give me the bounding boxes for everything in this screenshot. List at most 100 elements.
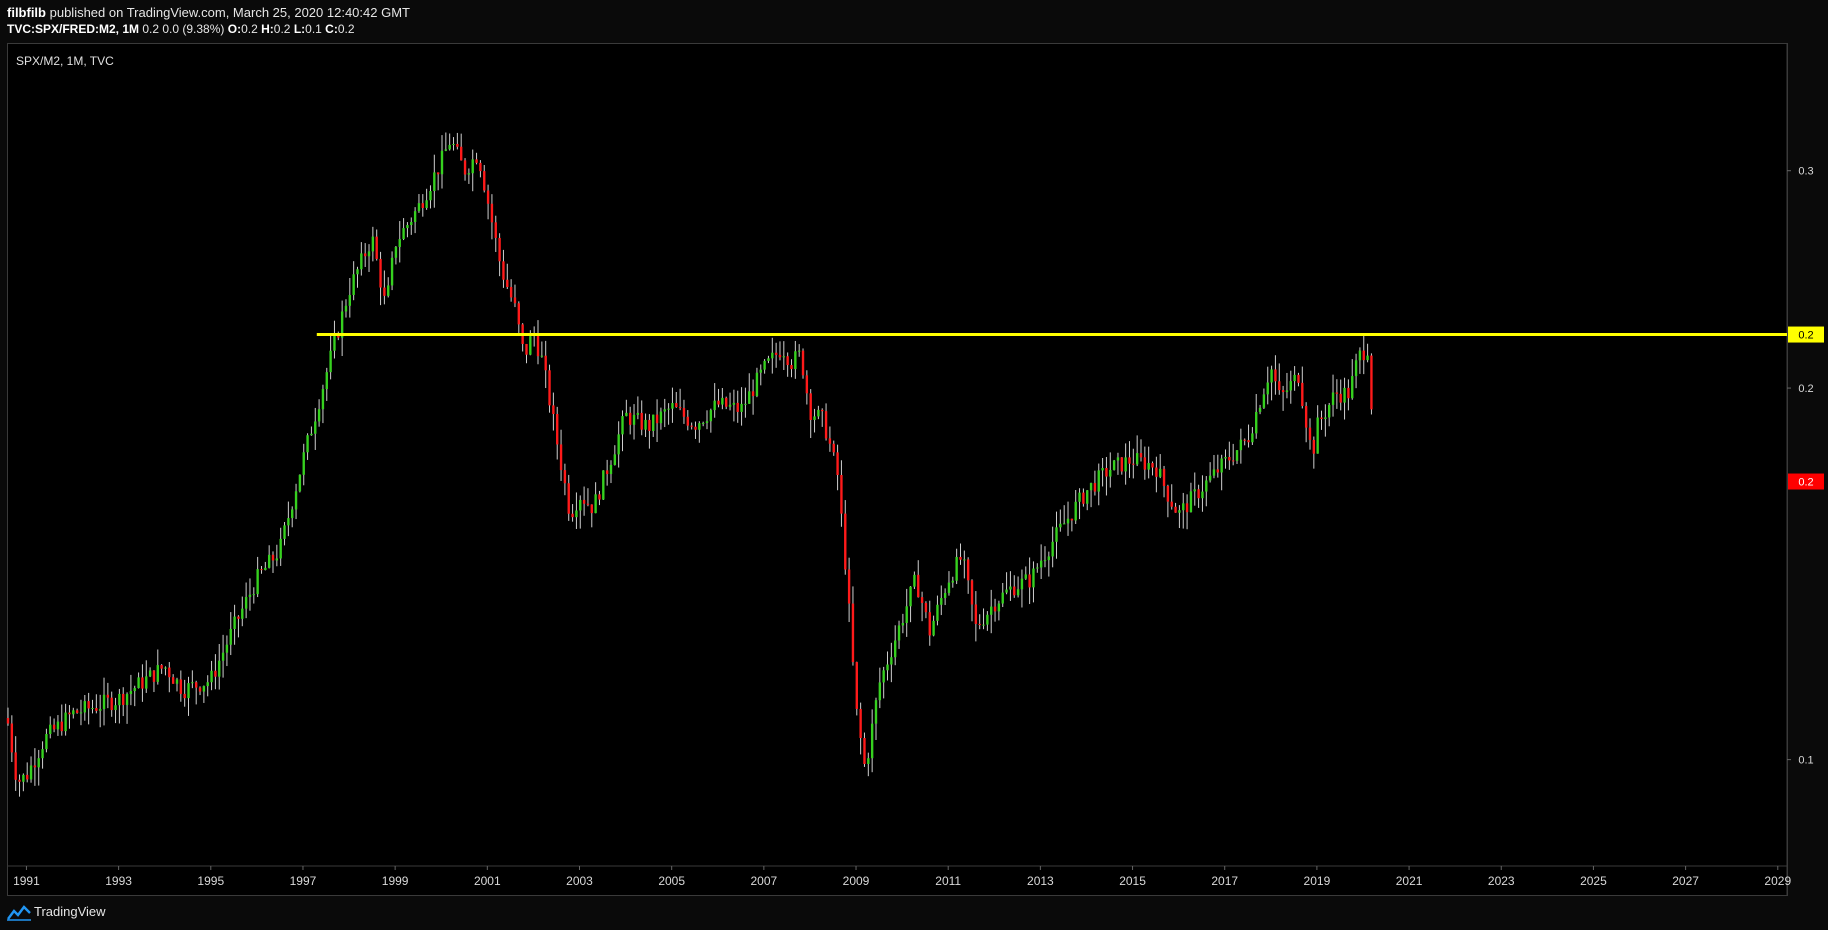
candle-body <box>22 774 25 782</box>
candle-body <box>559 444 563 471</box>
candle-body <box>563 470 567 484</box>
x-tick-label: 1997 <box>290 874 317 888</box>
candle-body <box>617 434 620 455</box>
candle-body <box>682 408 686 417</box>
candle-body <box>321 389 325 410</box>
candle-body <box>951 580 954 583</box>
author-name[interactable]: filbfilb <box>7 5 46 20</box>
candle-body <box>387 285 390 296</box>
candle-body <box>1093 483 1097 492</box>
candle-body <box>156 665 159 682</box>
candle-body <box>1358 350 1362 361</box>
candle-body <box>1016 589 1020 596</box>
candle-body <box>302 452 305 475</box>
candle-body <box>417 203 421 212</box>
candle-body <box>709 410 713 422</box>
candle-body <box>275 558 279 561</box>
candle-body <box>152 670 156 682</box>
candle-body <box>133 688 136 692</box>
candle-body <box>413 211 417 222</box>
candle-body <box>371 236 375 252</box>
footer-brand[interactable]: TradingView <box>34 904 106 919</box>
candle-body <box>1078 492 1081 502</box>
candle-body <box>525 343 528 355</box>
candle-body <box>448 144 451 150</box>
candle-body <box>1097 470 1100 492</box>
candle-body <box>252 594 255 596</box>
candle-body <box>402 228 405 240</box>
candle-body <box>698 423 701 430</box>
candle-body <box>675 403 678 408</box>
candle-body <box>337 335 340 338</box>
candle-body <box>179 679 183 694</box>
candle-body <box>1262 394 1266 408</box>
candle-body <box>598 494 601 500</box>
candle-body <box>963 559 966 561</box>
candle-body <box>1139 453 1143 458</box>
candle-body <box>959 556 962 560</box>
candle-body <box>110 697 113 711</box>
candle-body <box>671 403 674 409</box>
x-tick-label: 1995 <box>197 874 224 888</box>
candle-body <box>1089 483 1093 491</box>
candle-body <box>874 700 878 724</box>
candle-body <box>183 693 186 699</box>
candle-body <box>705 421 709 423</box>
candle-body <box>79 712 83 714</box>
candle-body <box>1354 360 1358 377</box>
published-text: published on TradingView.com, March 25, … <box>46 5 410 20</box>
candle-body <box>1132 463 1135 465</box>
candle-body <box>187 683 190 699</box>
candle-body <box>767 358 770 361</box>
candle-body <box>690 425 693 427</box>
candle-body <box>164 667 167 669</box>
candle-body <box>805 375 809 394</box>
symbol-name: TVC:SPX/FRED:M2, 1M <box>7 22 140 36</box>
candle-body <box>728 404 732 407</box>
candle-body <box>1301 382 1304 407</box>
candle-body <box>817 409 820 417</box>
candle-body <box>717 400 720 405</box>
candle-body <box>947 582 951 593</box>
candle-body <box>836 452 839 475</box>
candle-body <box>325 372 328 390</box>
candle-body <box>855 662 858 709</box>
candle-body <box>1062 523 1066 525</box>
candle-body <box>678 407 682 409</box>
candle-body <box>575 510 578 518</box>
candle-body <box>740 403 743 412</box>
candle-body <box>1124 457 1127 472</box>
candle-body <box>498 237 501 262</box>
candle-body <box>310 433 313 436</box>
candle-body <box>725 397 728 407</box>
tradingview-logo-icon[interactable] <box>6 905 32 921</box>
candle-body <box>801 350 805 376</box>
candle-body <box>940 598 943 605</box>
candle-body <box>890 657 893 665</box>
ohlc-high-key: H: <box>261 22 274 36</box>
x-tick-label: 2019 <box>1304 874 1331 888</box>
candle-body <box>1066 518 1070 524</box>
candle-body <box>832 443 835 453</box>
candle-body <box>513 297 517 304</box>
candle-body <box>759 369 762 373</box>
ohlc-change: 0.2 0.0 (9.38%) <box>139 22 228 36</box>
candle-body <box>60 721 63 732</box>
candle-body <box>1032 568 1035 588</box>
candle-body <box>168 667 171 678</box>
candle-body <box>797 350 801 352</box>
candle-body <box>29 765 33 780</box>
candle-body <box>298 474 302 492</box>
candle-body <box>1224 456 1227 459</box>
candle-body <box>548 370 551 406</box>
candle-body <box>613 454 617 465</box>
candle-body <box>129 691 133 695</box>
candle-body <box>590 504 593 514</box>
candle-body <box>913 574 916 587</box>
candle-body <box>452 143 455 145</box>
candle-body <box>1074 501 1077 521</box>
candle-body <box>1001 592 1004 604</box>
candle-body <box>1055 527 1058 542</box>
candle-body <box>655 414 659 424</box>
